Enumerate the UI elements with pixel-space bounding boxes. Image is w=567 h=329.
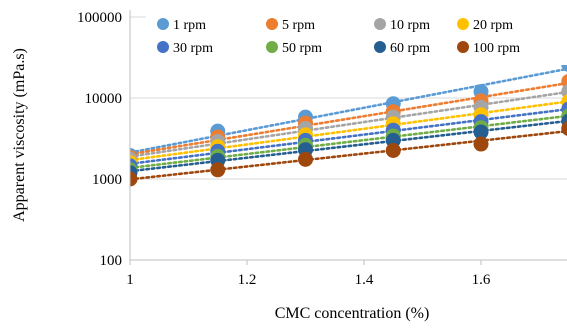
legend-background <box>146 8 567 65</box>
legend-marker <box>374 18 386 30</box>
y-tick-label: 100 <box>100 253 123 269</box>
data-point-100-rpm <box>561 121 567 136</box>
trendline-30-rpm <box>130 107 567 166</box>
y-tick-labels: 100 1000 10000 100000 <box>77 10 122 269</box>
legend-label: 60 rpm <box>390 41 430 56</box>
legend-label: 100 rpm <box>473 41 520 56</box>
y-tick-label: 1000 <box>92 172 122 188</box>
data-point-100-rpm <box>130 171 138 187</box>
x-tick-label: 1.2 <box>238 272 257 288</box>
legend-marker <box>157 18 169 30</box>
legend-marker <box>374 41 386 53</box>
x-tick-labels: 1 1.2 1.4 1.6 <box>126 272 491 288</box>
x-tick-label: 1.6 <box>472 272 491 288</box>
legend: 1 rpm 5 rpm 10 rpm 20 rpm 30 rpm 50 rpm 60 rpm… <box>146 8 567 65</box>
y-tick-label: 100000 <box>77 10 122 26</box>
legend-marker <box>157 41 169 53</box>
data-point-100-rpm <box>210 162 226 178</box>
y-tick-label: 10000 <box>85 91 123 107</box>
legend-label: 1 rpm <box>173 18 206 33</box>
trendlines <box>130 67 567 181</box>
legend-label: 10 rpm <box>390 18 430 33</box>
trendline-1-rpm <box>130 67 567 154</box>
legend-marker <box>457 41 469 53</box>
x-axis-title: CMC concentration (%) <box>275 305 430 322</box>
data-point-100-rpm <box>473 136 489 152</box>
data-point-60-rpm <box>473 124 489 140</box>
legend-label: 50 rpm <box>282 41 322 56</box>
data-point-100-rpm <box>385 142 401 158</box>
x-tick-label: 1 <box>126 272 134 288</box>
x-tick-label: 1.4 <box>355 272 374 288</box>
axes <box>129 10 567 265</box>
legend-marker <box>457 18 469 30</box>
trendline-60-rpm <box>130 119 567 173</box>
data-point-100-rpm <box>298 151 313 167</box>
legend-marker <box>266 41 278 53</box>
legend-label: 20 rpm <box>473 18 513 33</box>
legend-label: 5 rpm <box>282 18 315 33</box>
legend-marker <box>266 18 278 30</box>
y-axis-title: Apparent viscosity (mPa.s) <box>11 48 28 222</box>
legend-label: 30 rpm <box>173 41 213 56</box>
trendline-50-rpm <box>130 114 567 170</box>
trendline-100-rpm <box>130 129 567 181</box>
trendline-5-rpm <box>130 81 567 156</box>
trendline-10-rpm <box>130 90 567 158</box>
trendline-20-rpm <box>130 100 567 162</box>
